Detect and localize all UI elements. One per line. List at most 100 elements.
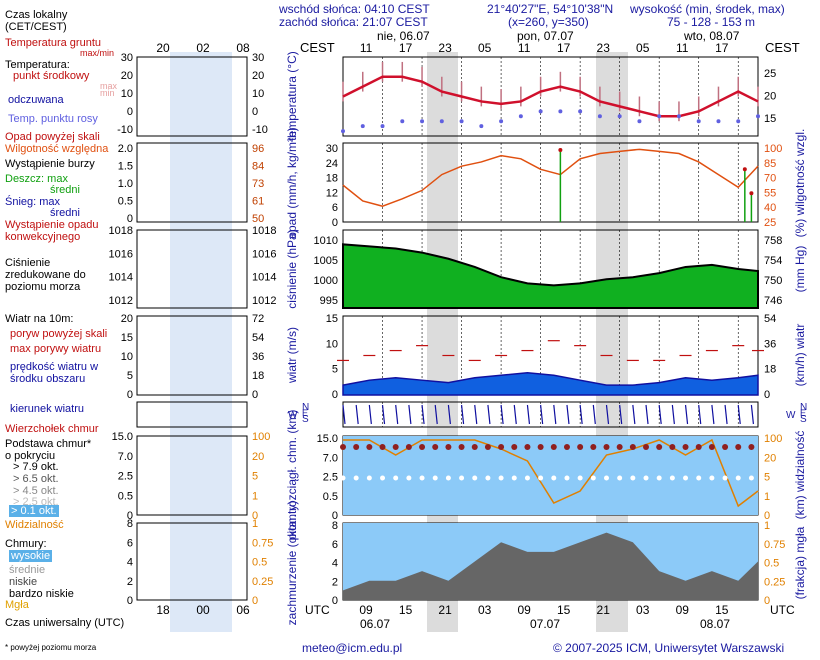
cloud-base-60 xyxy=(735,475,741,481)
day-bottom-0: 06.07 xyxy=(360,617,390,631)
cloud-base-32 xyxy=(551,475,557,481)
fog-tick-1: 0.75 xyxy=(764,539,785,551)
pres-tick-3: 995 xyxy=(320,295,338,307)
cloud-top-16 xyxy=(445,444,452,450)
cloud-top-18 xyxy=(458,444,465,450)
lt-wind-r-4: 0 xyxy=(252,389,258,401)
cloud-top-54 xyxy=(695,444,702,450)
pres-tick-1: 1005 xyxy=(314,255,338,267)
axis-label-6: (km/h) wiatr xyxy=(793,324,807,387)
legend-panel-wind xyxy=(136,315,248,396)
lt-wind-r-0: 72 xyxy=(252,313,264,325)
lt-wind-l-4: 0 xyxy=(127,389,133,401)
lt-cb-l-2: 2.5 xyxy=(118,471,133,483)
dew-point-3 xyxy=(400,119,405,124)
compass-n-l: N xyxy=(302,402,309,413)
dew-point-10 xyxy=(538,109,543,114)
legend-utc-tick-1: 00 xyxy=(196,603,210,617)
top-hour-5: 17 xyxy=(557,41,571,55)
cloud-top-24 xyxy=(498,444,505,450)
wind-arrow-42 xyxy=(619,404,623,425)
prec-tick-2: 18 xyxy=(326,173,338,185)
cloud-base-12 xyxy=(419,475,425,481)
compass-w-l: W xyxy=(288,410,298,421)
presmm-tick-2: 750 xyxy=(764,275,782,287)
legend-rain-mid: średni xyxy=(50,184,80,196)
wind-arrow-36 xyxy=(579,404,583,425)
hum-tick-4: 40 xyxy=(764,202,776,214)
dew-point-19 xyxy=(716,119,721,124)
legend-snow-max: Śnieg: max xyxy=(5,196,61,208)
lt-cl-l-1: 6 xyxy=(127,537,133,549)
bottom-hour-7: 03 xyxy=(636,603,650,617)
wind-arrow-12 xyxy=(421,404,425,425)
bottom-hour-6: 21 xyxy=(597,603,611,617)
cloud-base-54 xyxy=(696,475,702,481)
cover-tick-3: 2 xyxy=(332,576,338,588)
cloud-base-4 xyxy=(366,475,372,481)
lt-pres-r-2: 1014 xyxy=(252,272,276,284)
wind-arrow-40 xyxy=(605,404,610,425)
lt-cl-r-4: 0 xyxy=(252,595,258,607)
vis-tick-0: 100 xyxy=(764,433,782,445)
bottom-hour-9: 15 xyxy=(715,603,729,617)
wind-tick-2: 5 xyxy=(332,364,338,376)
cloud-top-8 xyxy=(392,444,399,450)
cloud-base-24 xyxy=(498,475,504,481)
windkmh-tick-3: 0 xyxy=(764,389,770,401)
pressure-area xyxy=(342,243,759,309)
presmm-tick-3: 746 xyxy=(764,295,782,307)
cloud-top-36 xyxy=(577,444,584,450)
cloud-top-4 xyxy=(366,444,373,450)
cloud-top-22 xyxy=(484,444,491,450)
temp-tick-1: 20 xyxy=(764,91,776,103)
cloud-base-38 xyxy=(590,475,596,481)
vis-tick-2: 5 xyxy=(764,472,770,484)
cloud-base-34 xyxy=(564,475,570,481)
lt-temp-l-2: 10 xyxy=(121,88,133,100)
height-values: 75 - 128 - 153 m xyxy=(667,15,756,29)
top-hour-7: 05 xyxy=(636,41,650,55)
coords-text: 21°40'27"E, 54°10'38"N xyxy=(487,2,614,16)
clouds-area xyxy=(343,532,758,600)
tz-utc-left: UTC xyxy=(305,603,330,617)
cloud-top-2 xyxy=(353,444,360,450)
vis-tick-1: 20 xyxy=(764,452,776,464)
lt-temp-r-3: 0 xyxy=(252,106,258,118)
cloud-base-36 xyxy=(577,475,583,481)
dew-point-14 xyxy=(617,114,622,119)
cloud-top-28 xyxy=(524,444,531,450)
lt-cl-l-3: 2 xyxy=(127,576,133,588)
temp-tick-2: 15 xyxy=(764,113,776,125)
wind-arrow-44 xyxy=(632,404,636,425)
dew-point-17 xyxy=(676,114,681,119)
cloud-top-60 xyxy=(735,444,742,450)
wind-area xyxy=(342,372,759,396)
prec-tick-5: 0 xyxy=(332,217,338,229)
legend-panel-prec xyxy=(136,142,248,223)
legend-max-min: max/min xyxy=(80,48,115,58)
bottom-hour-4: 09 xyxy=(517,603,531,617)
lt-prec-r-4: 50 xyxy=(252,213,264,225)
cover-tick-0: 8 xyxy=(332,520,338,532)
cloud-base-44 xyxy=(630,475,636,481)
lt-pres-r-1: 1016 xyxy=(252,248,276,260)
lt-wind-l-0: 20 xyxy=(121,313,133,325)
lt-prec-r-2: 73 xyxy=(252,178,264,190)
pres-tick-0: 1010 xyxy=(314,235,338,247)
dew-point-6 xyxy=(459,119,464,124)
cloud-base-22 xyxy=(485,475,491,481)
wind-arrow-24 xyxy=(500,404,504,425)
copyright: © 2007-2025 ICM, Uniwersytet Warszawski xyxy=(553,641,785,655)
legend-local-time: Czas lokalny (CET/CEST) xyxy=(5,9,68,33)
cloud-top-26 xyxy=(511,444,518,450)
cloud-base-26 xyxy=(511,475,517,481)
wind-arrow-30 xyxy=(540,404,544,425)
dew-point-21 xyxy=(756,114,760,119)
legend-rel-hum: Wilgotność względna xyxy=(5,143,109,155)
cloud-top-52 xyxy=(682,444,689,450)
dew-point-7 xyxy=(479,124,484,129)
legend-wind-hdr: Wiatr na 10m: xyxy=(5,313,74,325)
pres-tick-2: 1000 xyxy=(314,275,338,287)
email-link[interactable]: meteo@icm.edu.pl xyxy=(302,641,403,655)
